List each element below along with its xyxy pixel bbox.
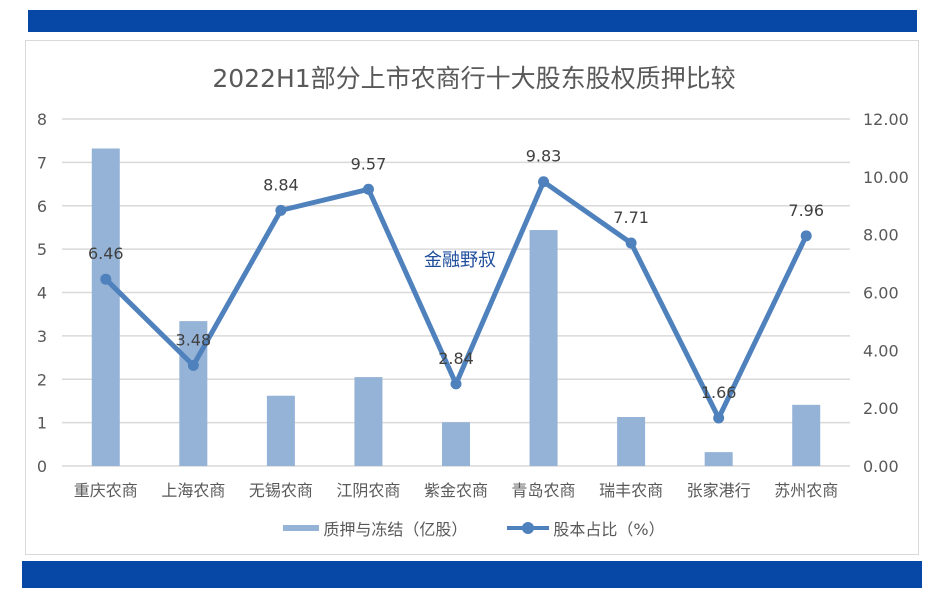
watermark: 金融野叔 <box>424 250 496 271</box>
data-label: 9.57 <box>351 154 387 173</box>
category-label: 张家港行 <box>687 481 751 500</box>
category-label: 苏州农商 <box>774 481 838 500</box>
bar <box>442 422 470 466</box>
legend-bar-label: 质押与冻结（亿股） <box>323 520 468 539</box>
right-tick-label: 2.00 <box>863 399 899 418</box>
line-marker <box>187 359 199 371</box>
line-marker <box>450 378 462 390</box>
bar <box>792 404 821 466</box>
footer-band <box>22 561 922 588</box>
data-label: 6.46 <box>88 244 124 263</box>
left-axis-ticks: 0 1 2 3 4 5 6 7 8 <box>37 110 47 476</box>
line-marker <box>713 412 725 424</box>
data-label: 3.48 <box>176 330 212 349</box>
right-axis-ticks: 0.00 2.00 4.00 6.00 8.00 10.00 12.00 <box>863 110 909 476</box>
right-tick-label: 12.00 <box>863 110 909 129</box>
category-label: 青岛农商 <box>512 481 576 500</box>
category-label: 上海农商 <box>161 481 225 500</box>
left-tick-label: 8 <box>37 110 47 129</box>
bar <box>266 395 295 466</box>
legend-item-line: 股本占比（%） <box>507 516 665 540</box>
line-marker <box>275 204 287 216</box>
legend-item-bar: 质押与冻结（亿股） <box>283 516 467 540</box>
data-label: 1.66 <box>701 383 737 402</box>
category-label: 重庆农商 <box>74 481 138 500</box>
right-tick-label: 0.00 <box>863 457 899 476</box>
right-tick-label: 4.00 <box>863 341 899 360</box>
chart-frame <box>25 40 919 555</box>
line-marker <box>100 273 112 285</box>
left-tick-label: 7 <box>37 153 47 172</box>
left-tick-label: 0 <box>37 457 47 476</box>
left-tick-label: 4 <box>37 284 47 303</box>
left-tick-label: 1 <box>37 414 47 433</box>
bar <box>617 416 646 466</box>
bar-series <box>91 148 821 466</box>
left-tick-label: 2 <box>37 370 47 389</box>
category-label: 瑞丰农商 <box>599 481 663 500</box>
data-label: 7.96 <box>788 201 824 220</box>
line-marker <box>625 237 637 249</box>
legend-line-label: 股本占比（%） <box>553 520 665 539</box>
left-tick-label: 6 <box>37 197 47 216</box>
line-marker <box>800 230 812 242</box>
left-tick-label: 5 <box>37 240 47 259</box>
left-tick-label: 3 <box>37 327 47 346</box>
data-label: 2.84 <box>438 349 474 368</box>
right-tick-label: 10.00 <box>863 168 909 187</box>
header-band <box>28 10 917 32</box>
bar <box>354 377 383 466</box>
legend: 质押与冻结（亿股） 股本占比（%） <box>0 516 948 540</box>
category-label: 江阴农商 <box>336 481 400 500</box>
category-label: 紫金农商 <box>424 481 488 500</box>
category-labels: 重庆农商 上海农商 无锡农商 江阴农商 紫金农商 青岛农商 瑞丰农商 张家港行 苏州农商 <box>74 481 838 500</box>
category-label: 无锡农商 <box>249 481 313 500</box>
line-marker <box>362 183 374 195</box>
line-marker-swatch-icon <box>507 522 550 534</box>
line-series: 6.46 3.48 8.84 9.57 2.84 9.83 7.71 1.66 7.96 <box>88 147 824 424</box>
right-tick-label: 6.00 <box>863 284 899 303</box>
data-label: 9.83 <box>526 147 562 166</box>
data-label: 8.84 <box>263 175 299 194</box>
line-marker <box>538 176 550 188</box>
data-label: 7.71 <box>613 208 649 227</box>
bar <box>704 452 733 466</box>
bar <box>529 230 558 466</box>
bar-swatch-icon <box>283 525 320 531</box>
chart-title: 2022H1部分上市农商行十大股东股权质押比较 <box>212 64 736 93</box>
right-tick-label: 8.00 <box>863 226 899 245</box>
bar <box>91 148 120 466</box>
